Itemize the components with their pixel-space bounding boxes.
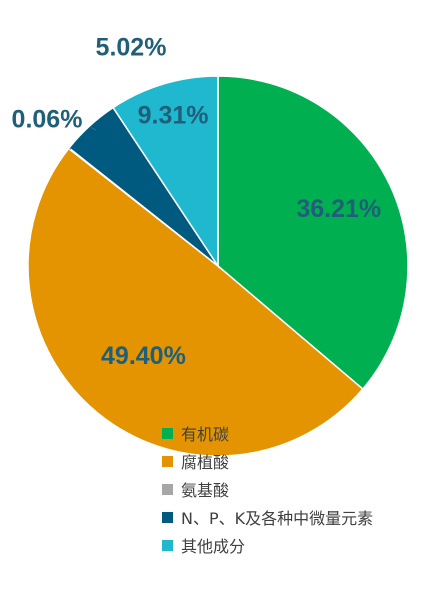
legend-item: 其他成分 (162, 531, 373, 559)
legend-item: N、P、K及各种中微量元素 (162, 503, 373, 531)
leader-line (90, 127, 97, 131)
legend-swatch (162, 539, 173, 551)
pie-slice (27, 147, 364, 457)
legend-item: 有机碳 (162, 419, 373, 447)
legend-label: 有机碳 (181, 425, 230, 444)
legend-item: 腐植酸 (162, 447, 373, 475)
pie-slice (112, 75, 219, 269)
legend-label: 氨基酸 (181, 481, 230, 500)
data-label: 0.06% (12, 106, 83, 134)
pie-slice (217, 75, 409, 391)
legend-label: N、P、K及各种中微量元素 (181, 509, 374, 528)
legend-swatch (162, 455, 173, 467)
data-label: 49.40% (101, 342, 186, 370)
data-label: 36.21% (296, 195, 381, 223)
leader-lines (69, 127, 97, 150)
legend-swatch (162, 483, 173, 495)
legend-label: 腐植酸 (181, 453, 230, 472)
data-labels: 36.21% 49.40% 0.06% 5.02% 9.31% (12, 34, 382, 370)
data-label: 9.31% (138, 101, 209, 129)
data-label: 5.02% (96, 34, 167, 62)
legend-label: 其他成分 (181, 537, 246, 556)
legend-item: 氨基酸 (162, 475, 373, 503)
legend: 有机碳 腐植酸 氨基酸 N、P、K及各种中微量元素 其他成分 (162, 419, 373, 559)
pie-slices (27, 75, 409, 457)
legend-swatch (162, 511, 173, 523)
legend-swatch (162, 427, 173, 439)
